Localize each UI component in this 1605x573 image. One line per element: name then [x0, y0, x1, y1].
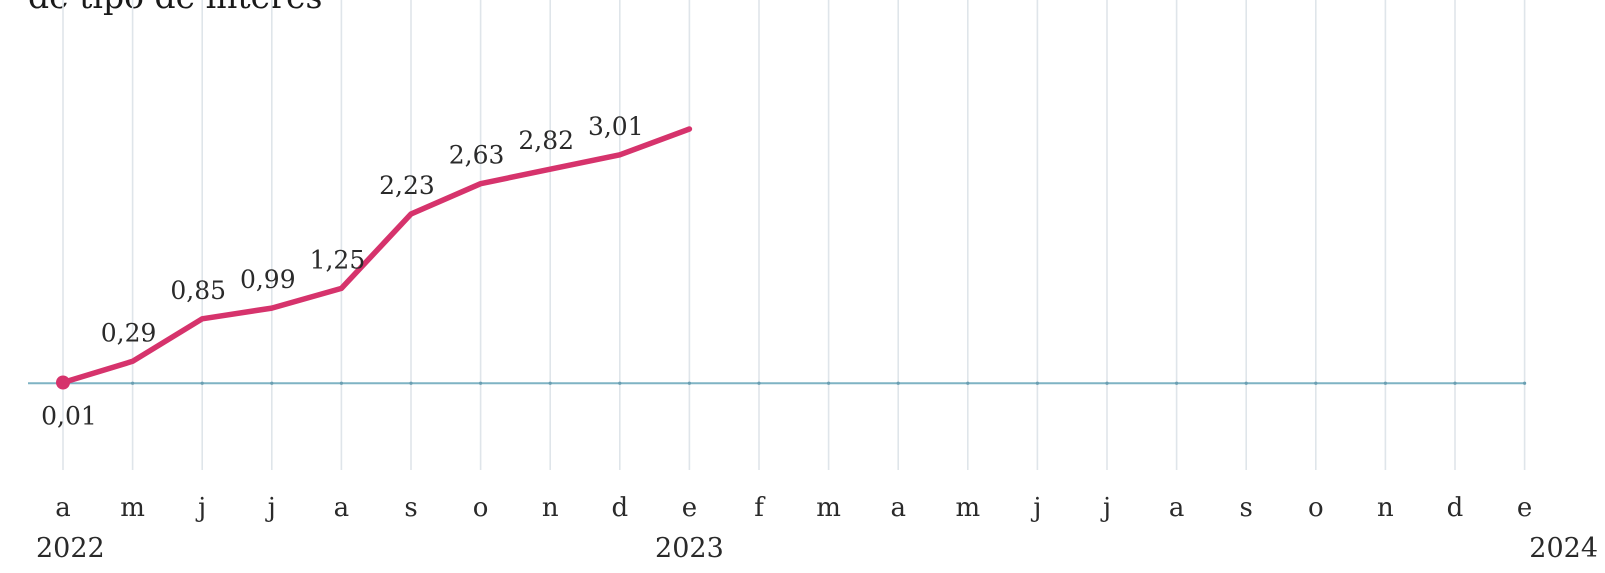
- x-tick-label-13: m: [955, 493, 980, 523]
- x-tick-label-9: e: [682, 493, 697, 523]
- baseline-tick-2: [200, 381, 204, 385]
- x-tick-label-3: j: [265, 493, 276, 523]
- data-label-3: 0,99: [240, 265, 296, 294]
- x-tick-label-18: o: [1308, 493, 1324, 523]
- chart-title: de tipo de interés: [28, 0, 322, 16]
- baseline-tick-4: [339, 381, 343, 385]
- baseline-tick-5: [409, 381, 413, 385]
- x-tick-label-16: a: [1169, 493, 1185, 523]
- x-tick-label-5: s: [404, 493, 417, 523]
- x-tick-label-19: n: [1377, 493, 1394, 523]
- data-label-2: 0,85: [170, 276, 226, 305]
- baseline-tick-17: [1244, 381, 1248, 385]
- baseline-tick-16: [1175, 381, 1179, 385]
- x-tick-label-2: j: [195, 493, 206, 523]
- year-labels: 2022 2023 2024: [36, 533, 1598, 564]
- x-tick-label-20: d: [1447, 493, 1464, 523]
- data-label-8: 3,01: [588, 112, 644, 141]
- data-label-0: 0,01: [41, 402, 97, 431]
- baseline-tick-19: [1383, 381, 1387, 385]
- x-tick-label-11: m: [816, 493, 841, 523]
- x-tick-label-4: a: [334, 493, 350, 523]
- baseline-tick-18: [1314, 381, 1318, 385]
- data-label-5: 2,23: [379, 171, 435, 200]
- baseline-tick-20: [1453, 381, 1457, 385]
- x-tick-label-7: n: [542, 493, 559, 523]
- data-label-4: 1,25: [310, 245, 366, 274]
- baseline-tick-8: [618, 381, 622, 385]
- baseline-tick-12: [896, 381, 900, 385]
- baseline-tick-1: [131, 381, 135, 385]
- x-tick-label-0: a: [55, 493, 71, 523]
- x-tick-label-1: m: [120, 493, 145, 523]
- baseline-tick-14: [1035, 381, 1039, 385]
- x-tick-label-10: f: [754, 493, 766, 523]
- x-tick-label-15: j: [1100, 493, 1111, 523]
- baseline-tick-9: [687, 381, 692, 385]
- data-label-1: 0,29: [101, 318, 157, 347]
- data-label-6: 2,63: [449, 141, 505, 170]
- series-markers: [56, 375, 1527, 390]
- baseline-tick-15: [1105, 381, 1109, 385]
- baseline-tick-6: [479, 381, 483, 385]
- series-start-marker: [56, 375, 70, 390]
- vertical-gridlines: [62, 0, 1526, 470]
- baseline-tick-10: [757, 381, 761, 385]
- year-label-2022: 2022: [36, 533, 105, 564]
- baseline-tick-7: [548, 381, 552, 385]
- series-line: [60, 126, 693, 386]
- data-labels: 0,01 0,29 0,85 0,99 1,25 2,23 2,63 2,82 3,01: [41, 112, 643, 431]
- year-label-2023: 2023: [655, 533, 724, 564]
- x-tick-label-6: o: [473, 493, 489, 523]
- year-label-2024: 2024: [1529, 533, 1598, 564]
- x-tick-label-17: s: [1240, 493, 1253, 523]
- x-tick-label-21: e: [1517, 493, 1532, 523]
- x-tick-label-14: j: [1030, 493, 1041, 523]
- baseline-tick-11: [827, 381, 831, 385]
- baseline-tick-3: [270, 381, 274, 385]
- data-label-7: 2,82: [518, 126, 574, 155]
- baseline-tick-13: [966, 381, 970, 385]
- x-tick-label-12: a: [890, 493, 906, 523]
- baseline-tick-21: [1523, 381, 1527, 385]
- x-tick-label-8: d: [611, 493, 628, 523]
